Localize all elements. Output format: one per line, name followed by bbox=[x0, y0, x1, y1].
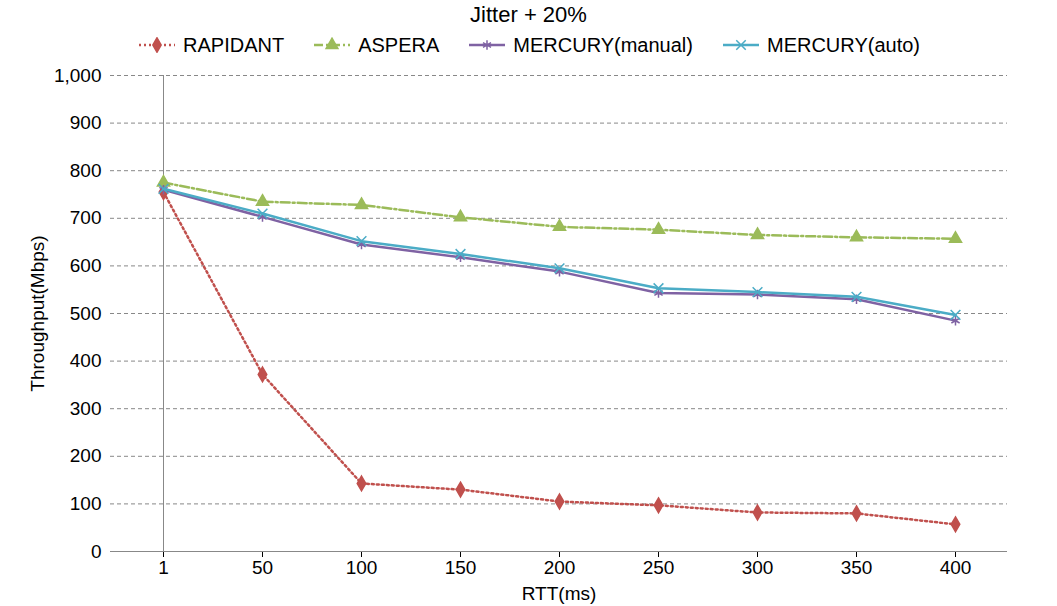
html-text:Jitter + 20%: Jitter + 20% bbox=[470, 2, 587, 27]
svg-text:800: 800 bbox=[70, 160, 102, 181]
svg-text:Throughput(Mbps): Throughput(Mbps) bbox=[27, 235, 48, 391]
html-text:ASPERA: ASPERA bbox=[358, 33, 440, 56]
svg-text:100: 100 bbox=[70, 493, 102, 514]
html-text:MERCURY(manual): MERCURY(manual) bbox=[513, 33, 693, 56]
svg-text:RTT(ms): RTT(ms) bbox=[522, 583, 597, 604]
svg-text:300: 300 bbox=[742, 557, 774, 578]
svg-text:100: 100 bbox=[346, 557, 378, 578]
svg-text:0: 0 bbox=[91, 541, 102, 562]
svg-text:150: 150 bbox=[445, 557, 477, 578]
svg-text:700: 700 bbox=[70, 207, 102, 228]
svg-text:400: 400 bbox=[70, 350, 102, 371]
svg-text:500: 500 bbox=[70, 303, 102, 324]
svg-text:200: 200 bbox=[544, 557, 576, 578]
svg-text:900: 900 bbox=[70, 112, 102, 133]
svg-text:50: 50 bbox=[252, 557, 273, 578]
svg-text:300: 300 bbox=[70, 398, 102, 419]
svg-text:1,000: 1,000 bbox=[54, 65, 102, 86]
html-text:RAPIDANT: RAPIDANT bbox=[183, 33, 285, 56]
svg-text:250: 250 bbox=[643, 557, 675, 578]
svg-text:400: 400 bbox=[940, 557, 972, 578]
svg-text:600: 600 bbox=[70, 255, 102, 276]
svg-text:200: 200 bbox=[70, 445, 102, 466]
svg-text:350: 350 bbox=[841, 557, 873, 578]
html-text:MERCURY(auto): MERCURY(auto) bbox=[767, 33, 920, 56]
svg-text:1: 1 bbox=[158, 557, 169, 578]
